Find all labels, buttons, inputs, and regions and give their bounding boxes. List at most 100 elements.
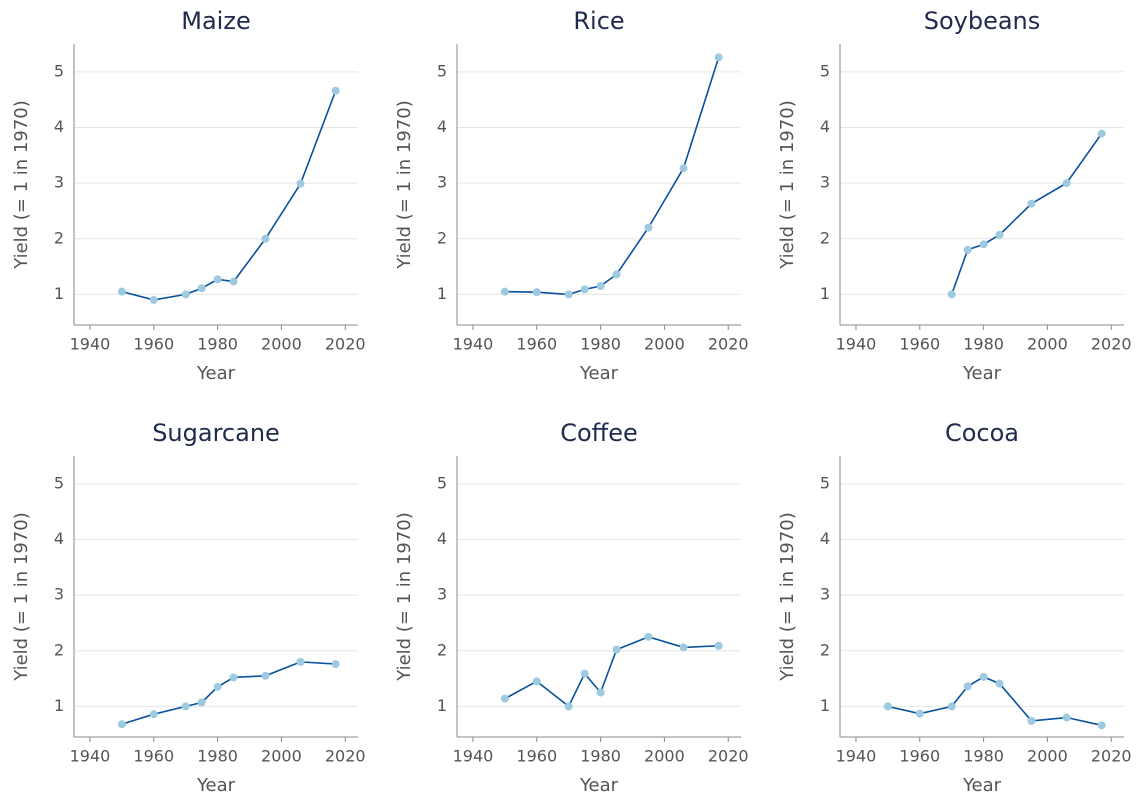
point [213, 275, 222, 284]
y-tick-label: 1 [437, 284, 447, 303]
line [950, 133, 1103, 295]
y-tick-label: 1 [54, 696, 64, 715]
y-tick-label: 4 [820, 529, 830, 548]
point [197, 284, 206, 293]
x-tick-label: 1960 [516, 747, 557, 766]
x-tick-label: 2000 [261, 335, 302, 354]
point [963, 245, 972, 254]
y-tick-label: 2 [54, 640, 64, 659]
point [596, 282, 605, 291]
x-tick-label: 1980 [197, 335, 238, 354]
point [963, 682, 972, 691]
point [229, 277, 238, 286]
panel-title: Sugarcane [152, 419, 280, 447]
x-tick-label: 1960 [899, 335, 940, 354]
y-axis-label: Yield (= 1 in 1970) [11, 512, 32, 682]
panel-title: Cocoa [945, 419, 1019, 447]
point [229, 673, 238, 682]
point [612, 645, 621, 654]
x-axis-label: Year [196, 363, 236, 384]
y-tick-label: 4 [820, 117, 830, 136]
x-axis-label: Year [196, 775, 236, 796]
y-axis-label: Yield (= 1 in 1970) [11, 100, 32, 270]
point [580, 285, 589, 294]
point [1027, 716, 1036, 725]
point [261, 234, 270, 243]
y-axis-label: Yield (= 1 in 1970) [394, 512, 415, 682]
x-tick-label: 2020 [325, 335, 366, 354]
point [1027, 199, 1036, 208]
y-tick-label: 2 [54, 228, 64, 247]
y-tick-label: 3 [54, 173, 64, 192]
x-tick-label: 1960 [899, 747, 940, 766]
panel-title: Rice [573, 7, 624, 35]
x-tick-label: 1940 [70, 747, 111, 766]
x-tick-label: 2020 [1091, 335, 1132, 354]
y-tick-label: 1 [437, 696, 447, 715]
x-axis-label: Year [579, 775, 619, 796]
point [564, 702, 573, 711]
point [679, 164, 688, 173]
y-tick-label: 3 [820, 585, 830, 604]
y-tick-label: 4 [437, 529, 447, 548]
point [532, 677, 541, 686]
point [995, 679, 1004, 688]
y-tick-label: 1 [820, 284, 830, 303]
point [596, 688, 605, 697]
x-tick-label: 2000 [1027, 335, 1068, 354]
x-tick-label: 1980 [197, 747, 238, 766]
x-tick-label: 1960 [133, 747, 174, 766]
point [947, 702, 956, 711]
x-tick-label: 2020 [708, 747, 749, 766]
y-tick-label: 4 [437, 117, 447, 136]
x-tick-label: 2000 [644, 335, 685, 354]
y-axis-label: Yield (= 1 in 1970) [394, 100, 415, 270]
line [121, 90, 337, 301]
y-tick-label: 3 [437, 173, 447, 192]
x-tick-label: 1960 [516, 335, 557, 354]
point [979, 240, 988, 249]
point [296, 179, 305, 188]
x-tick-label: 1940 [836, 747, 877, 766]
point [296, 657, 305, 666]
x-tick-label: 2020 [1091, 747, 1132, 766]
x-tick-label: 2000 [1027, 747, 1068, 766]
point [1097, 129, 1106, 138]
point [915, 709, 924, 718]
point [947, 290, 956, 299]
point [714, 53, 723, 62]
point [580, 669, 589, 678]
panel-title: Coffee [560, 419, 638, 447]
x-axis-label: Year [579, 363, 619, 384]
point [117, 720, 126, 729]
point [331, 660, 340, 669]
point [181, 290, 190, 299]
x-tick-label: 2020 [325, 747, 366, 766]
point [500, 287, 509, 296]
y-tick-label: 5 [437, 473, 447, 492]
y-axis-label: Yield (= 1 in 1970) [777, 100, 798, 270]
point [564, 290, 573, 299]
x-tick-label: 1980 [580, 747, 621, 766]
y-tick-label: 1 [54, 284, 64, 303]
x-tick-label: 2020 [708, 335, 749, 354]
y-tick-label: 3 [820, 173, 830, 192]
point [117, 287, 126, 296]
point [149, 710, 158, 719]
point [1062, 179, 1071, 188]
y-axis-label: Yield (= 1 in 1970) [777, 512, 798, 682]
x-tick-label: 2000 [644, 747, 685, 766]
y-tick-label: 2 [820, 640, 830, 659]
y-tick-label: 5 [820, 473, 830, 492]
point [1097, 721, 1106, 730]
x-tick-label: 2000 [261, 747, 302, 766]
x-axis-label: Year [962, 363, 1002, 384]
x-tick-label: 1980 [963, 747, 1004, 766]
y-tick-label: 5 [437, 61, 447, 80]
x-tick-label: 1940 [453, 335, 494, 354]
y-tick-label: 1 [820, 696, 830, 715]
point [644, 632, 653, 641]
x-tick-label: 1960 [133, 335, 174, 354]
point [1062, 713, 1071, 722]
